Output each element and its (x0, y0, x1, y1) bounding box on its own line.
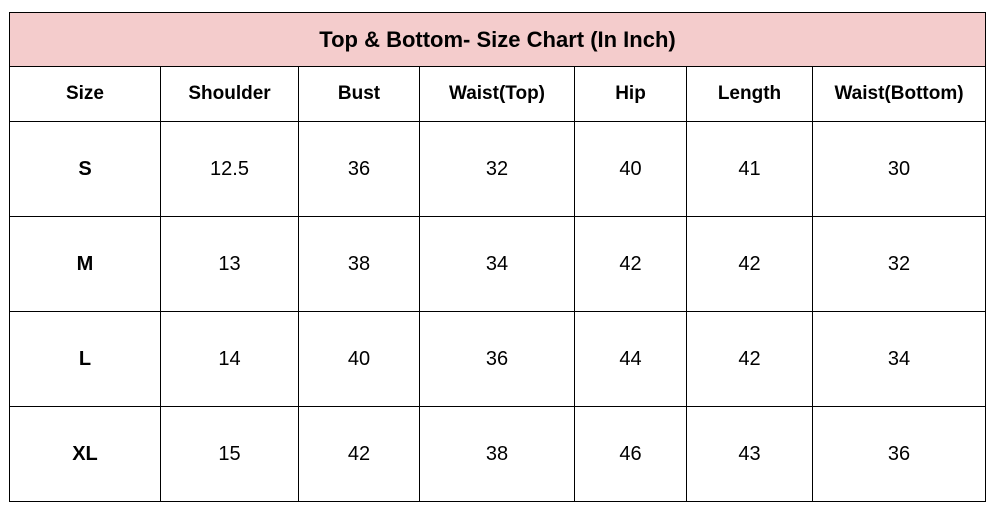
table-cell: 42 (574, 216, 687, 312)
table-row: XL 15 42 38 46 43 36 (9, 406, 987, 502)
size-label: M (9, 216, 161, 312)
table-title: Top & Bottom- Size Chart (In Inch) (8, 12, 987, 67)
column-header: Shoulder (160, 66, 299, 122)
table-cell: 46 (574, 406, 687, 502)
table-row: S 12.5 36 32 40 41 30 (9, 121, 987, 217)
table-cell: 12.5 (160, 121, 299, 217)
table-cell: 44 (574, 311, 687, 407)
size-chart-table: Top & Bottom- Size Chart (In Inch) Size S… (8, 12, 987, 502)
table-cell: 38 (419, 406, 575, 502)
table-cell: 41 (686, 121, 813, 217)
column-header: Hip (574, 66, 687, 122)
table-cell: 13 (160, 216, 299, 312)
table-cell: 30 (811, 121, 987, 217)
table-row: L 14 40 36 44 42 34 (9, 311, 987, 407)
table-cell: 36 (811, 406, 987, 502)
table-cell: 40 (574, 121, 687, 217)
table-row: M 13 38 34 42 42 32 (9, 216, 987, 312)
size-label: L (9, 311, 161, 407)
table-cell: 42 (298, 406, 420, 502)
size-label: XL (9, 406, 161, 502)
table-cell: 36 (419, 311, 575, 407)
column-header: Waist(Top) (419, 66, 575, 122)
table-cell: 15 (160, 406, 299, 502)
table-cell: 34 (419, 216, 575, 312)
column-header: Bust (298, 66, 420, 122)
table-cell: 38 (298, 216, 420, 312)
table-cell: 40 (298, 311, 420, 407)
table-cell: 32 (419, 121, 575, 217)
table-cell: 14 (160, 311, 299, 407)
table-cell: 43 (686, 406, 813, 502)
column-header: Waist(Bottom) (811, 66, 987, 122)
header-row: Size Shoulder Bust Waist(Top) Hip Length Waist… (9, 66, 987, 122)
size-label: S (9, 121, 161, 217)
table-cell: 34 (811, 311, 987, 407)
table-cell: 42 (686, 216, 813, 312)
table-cell: 42 (686, 311, 813, 407)
column-header: Length (686, 66, 813, 122)
table-cell: 32 (811, 216, 987, 312)
table-cell: 36 (298, 121, 420, 217)
column-header: Size (9, 66, 161, 122)
